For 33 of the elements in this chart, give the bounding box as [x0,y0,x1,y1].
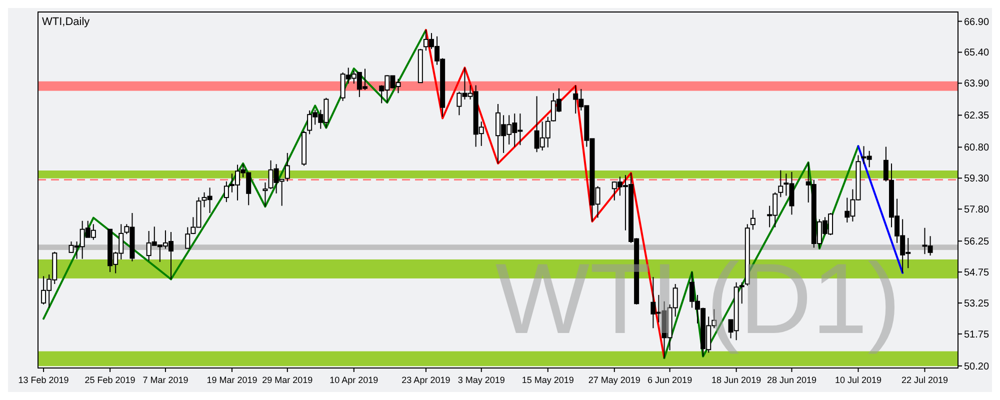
x-tick-label: 15 May 2019 [522,375,574,385]
x-tick-label: 3 May 2019 [458,375,505,385]
y-tick-label: 62.35 [964,110,990,122]
x-tick-label: 13 Feb 2019 [18,375,69,385]
x-tick-label: 19 Mar 2019 [206,375,258,385]
x-tick-label: 23 Apr 2019 [402,375,450,385]
candlestick [284,152,290,182]
y-tick-label: 53.25 [964,298,990,310]
x-tick-label: 22 Jul 2019 [901,375,948,385]
y-tick-label: 60.80 [964,142,990,154]
y-tick-label: 50.20 [964,361,990,372]
x-tick-label: 6 Jun 2019 [648,375,692,385]
y-tick-label: 65.40 [964,48,990,59]
y-tick-label: 56.25 [964,236,990,248]
y-tick-label: 63.90 [964,78,990,90]
y-tick-label: 59.30 [964,174,990,185]
y-tick-label: 51.75 [964,329,990,340]
x-tick-label: 28 Jun 2019 [766,375,817,385]
x-tick-label: 10 Apr 2019 [330,375,378,385]
line-series [42,28,427,320]
chart-title: WTI,Daily [42,16,90,28]
x-tick-label: 18 Jun 2019 [712,375,762,385]
x-tick-label: 7 Mar 2019 [142,375,188,385]
y-tick-label: 57.80 [964,204,990,216]
y-tick-label: 66.90 [964,16,990,28]
y-tick-label: 54.75 [964,268,990,279]
candlestick [750,209,756,230]
x-tick-label: 29 Mar 2019 [262,375,313,385]
candlestick [262,182,268,208]
x-tick-label: 25 Feb 2019 [84,375,136,385]
x-tick-label: 10 Jul 2019 [834,375,882,385]
candlestick [778,170,784,198]
x-tick-label: 27 May 2019 [588,375,640,385]
